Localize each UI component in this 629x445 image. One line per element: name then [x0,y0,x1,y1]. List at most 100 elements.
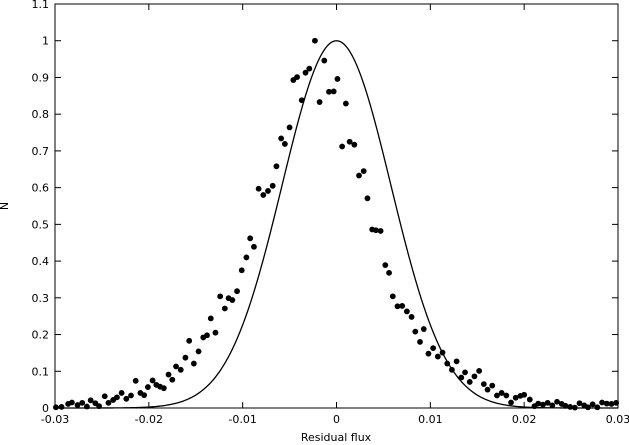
y-tick-label: 0 [42,402,49,415]
data-point [123,395,130,402]
data-point [389,293,396,300]
data-point [594,404,601,411]
data-point [118,390,125,396]
data-point [382,262,389,269]
data-point [589,401,596,408]
data-point [408,314,415,320]
axis-ticks: -0.03 -0.02 -0.01 0 0.01 0.02 0.03 0 0.1 0.2 0.3 0.… [32,0,629,426]
data-point [204,332,210,339]
data-point [576,400,583,407]
data-point [377,228,384,234]
data-point [351,141,358,148]
data-point [484,386,491,393]
data-point [360,168,367,175]
data-point [247,235,254,242]
y-tick-label: 1 [42,35,49,48]
data-point [512,394,519,401]
data-point [169,376,176,383]
data-point [132,377,139,384]
data-point [330,88,337,95]
data-point [494,392,500,399]
data-point [177,366,184,373]
data-point [462,369,468,376]
data-point [399,303,406,309]
data-point [544,399,551,406]
data-point [217,293,224,300]
data-point [434,353,441,360]
data-point [273,163,280,170]
data-point [302,69,309,76]
data-point [312,37,318,44]
y-tick-label: 0.9 [32,71,50,84]
data-point [394,303,401,310]
data-point [373,227,379,234]
data-point [234,288,240,295]
y-tick-label: 0.7 [32,145,50,158]
data-point [439,349,446,356]
x-tick-label: -0.02 [135,413,163,426]
data-point [326,88,332,95]
data-point [420,326,427,332]
data-point [554,398,560,405]
data-point [306,65,313,72]
data-point [58,404,65,410]
data-point [114,394,120,401]
data-point [430,345,437,352]
data-point [255,185,262,192]
data-point [243,254,250,261]
data-point [221,305,228,312]
data-point [599,399,605,406]
data-point [356,172,362,179]
data-point [526,396,533,403]
x-tick-label: 0.02 [512,413,537,426]
data-point [229,297,236,303]
data-point [466,379,473,385]
data-point [471,373,478,380]
data-point [101,393,108,400]
data-point [342,100,349,107]
y-tick-label: 1.1 [32,0,50,11]
data-point [96,403,102,410]
data-point [260,192,267,198]
data-point [87,397,94,404]
y-tick-label: 0.3 [32,292,50,305]
data-point [278,135,285,142]
data-point [535,400,542,407]
x-tick-label: 0.01 [418,413,443,426]
gaussian-curve [55,40,618,409]
data-point [294,74,300,80]
data-point [269,182,276,189]
data-point [149,377,156,384]
data-point [128,392,134,399]
y-tick-label: 0.1 [32,365,50,378]
data-point [321,57,328,64]
data-point [68,399,75,406]
data-point [540,401,546,408]
fit-curve-layer [55,40,618,409]
data-point [84,403,90,410]
data-point [417,338,423,345]
y-axis-label: N [0,202,11,210]
data-point [458,374,465,381]
data-point [386,269,392,276]
data-point [425,350,432,357]
data-point [286,124,293,131]
data-point [567,404,574,410]
data-point [346,138,353,145]
data-point [141,392,148,399]
data-point [74,402,81,408]
data-point [265,188,271,194]
x-tick-label: 0 [333,413,340,426]
plot-area [54,3,619,409]
data-point [160,385,167,392]
data-point [186,337,193,344]
data-point [444,360,451,367]
data-point [480,381,487,388]
data-point [334,76,341,82]
data-point [476,368,483,374]
data-point [281,141,288,147]
data-point [364,195,371,202]
data-point [251,243,257,250]
x-tick-label: -0.03 [41,413,69,426]
